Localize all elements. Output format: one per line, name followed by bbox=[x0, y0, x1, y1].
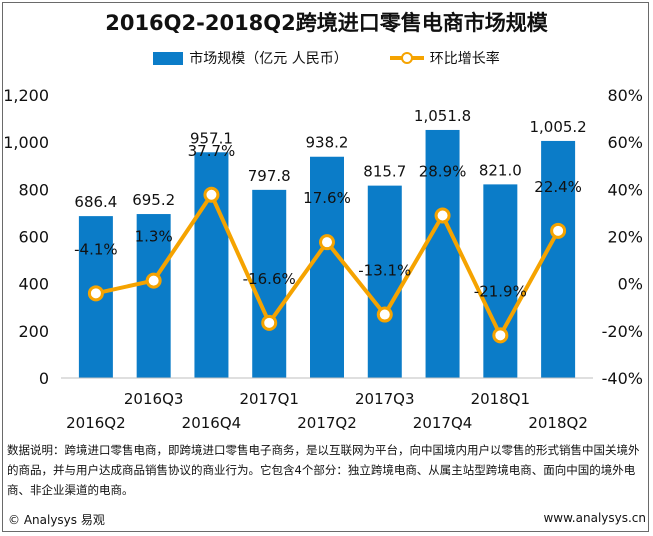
y-left-tick-label: 1,200 bbox=[3, 86, 49, 105]
y-right-tick-label: 20% bbox=[607, 228, 643, 247]
y-right-tick-label: 0% bbox=[618, 275, 643, 294]
bar-value-label: 1,005.2 bbox=[529, 118, 586, 136]
legend-bar-swatch bbox=[153, 51, 184, 65]
y-right-tick-label: -40% bbox=[602, 369, 643, 388]
chart-legend: 市场规模（亿元 人民币） 环比增长率 bbox=[0, 48, 653, 68]
combo-chart: 0 200 400 600 800 1,000 1,200 -40% -20% 0% 20% 40% 6… bbox=[3, 86, 643, 432]
growth-point-2016Q2 bbox=[87, 285, 104, 302]
x-tick-label: 2017Q1 bbox=[239, 390, 299, 408]
legend-bar-label: 市场规模（亿元 人民币） bbox=[189, 51, 348, 67]
y-left-tick-label: 0 bbox=[39, 369, 49, 388]
y-right-tick-label: 40% bbox=[607, 180, 643, 199]
growth-rate-label: -13.1% bbox=[358, 262, 411, 280]
growth-rate-label: 1.3% bbox=[135, 228, 173, 246]
y-left-tick-label: 400 bbox=[18, 275, 49, 294]
bar-value-label: 686.4 bbox=[74, 193, 117, 211]
growth-rate-label: 28.9% bbox=[419, 163, 467, 181]
bar-2017Q4 bbox=[425, 129, 460, 378]
legend-item-bar: 市场规模（亿元 人民币） bbox=[153, 48, 348, 68]
data-note: 数据说明：跨境进口零售电商，即跨境进口零售电子商务，是以互联网为平台，向中国境内… bbox=[7, 443, 640, 497]
bar-value-label: 797.8 bbox=[248, 167, 291, 185]
bar-2017Q1 bbox=[252, 189, 287, 378]
bar-value-label: 1,051.8 bbox=[414, 107, 471, 125]
x-tick-label: 2016Q3 bbox=[124, 390, 184, 408]
growth-rate-label: 37.7% bbox=[188, 142, 236, 160]
x-tick-label: 2016Q2 bbox=[66, 414, 126, 432]
bar-2016Q4 bbox=[194, 152, 229, 378]
legend-line-swatch bbox=[389, 51, 424, 65]
growth-point-2017Q2 bbox=[319, 234, 335, 251]
growth-rate-label: 22.4% bbox=[534, 178, 582, 196]
x-tick-label: 2017Q2 bbox=[297, 414, 357, 432]
growth-point-2018Q1 bbox=[492, 327, 509, 344]
growth-rate-label: -16.6% bbox=[243, 270, 296, 288]
bar-2018Q2 bbox=[541, 140, 576, 378]
bar-2017Q3 bbox=[367, 185, 402, 378]
x-tick-label: 2018Q1 bbox=[471, 390, 531, 408]
bar-2018Q1 bbox=[483, 184, 518, 378]
x-tick-label: 2017Q4 bbox=[413, 414, 473, 432]
x-tick-label: 2017Q3 bbox=[355, 390, 415, 408]
x-tick-label: 2016Q4 bbox=[182, 414, 242, 432]
bar-value-label: 695.2 bbox=[132, 191, 175, 209]
y-left-tick-label: 800 bbox=[18, 180, 49, 199]
growth-point-2017Q4 bbox=[434, 207, 451, 224]
growth-rate-label: -4.1% bbox=[74, 240, 118, 258]
bar-2017Q2 bbox=[310, 156, 344, 378]
legend-item-line: 环比增长率 bbox=[389, 48, 500, 68]
growth-point-2018Q2 bbox=[550, 222, 567, 239]
growth-point-2017Q3 bbox=[376, 306, 393, 323]
x-tick-label: 2018Q2 bbox=[528, 414, 588, 432]
footer: © Analysys 易观 www.analysys.cn bbox=[8, 511, 646, 528]
bar-value-label: 821.0 bbox=[479, 161, 522, 179]
chart-title: 2016Q2-2018Q2跨境进口零售电商市场规模 bbox=[105, 11, 548, 35]
growth-rate-label: -21.9% bbox=[474, 282, 527, 300]
growth-point-2016Q4 bbox=[203, 186, 220, 203]
bar-value-label: 938.2 bbox=[306, 134, 349, 152]
growth-point-2016Q3 bbox=[145, 272, 162, 289]
legend-line-label: 环比增长率 bbox=[429, 51, 500, 67]
y-right-tick-label: 60% bbox=[607, 133, 643, 152]
y-right-tick-label: -20% bbox=[602, 322, 643, 341]
bar-2016Q3 bbox=[136, 214, 171, 378]
y-left-tick-label: 200 bbox=[18, 322, 49, 341]
bar-value-label: 957.1 bbox=[190, 129, 233, 147]
y-left-tick-label: 600 bbox=[18, 228, 49, 247]
footer-copyright: © Analysys 易观 bbox=[8, 513, 105, 527]
y-right-tick-label: 80% bbox=[607, 86, 643, 105]
y-left-tick-label: 1,000 bbox=[3, 133, 49, 152]
growth-rate-label: 17.6% bbox=[303, 189, 351, 207]
bar-value-label: 815.7 bbox=[363, 163, 406, 181]
footer-url: www.analysys.cn bbox=[543, 511, 646, 525]
growth-point-2017Q1 bbox=[261, 314, 278, 331]
